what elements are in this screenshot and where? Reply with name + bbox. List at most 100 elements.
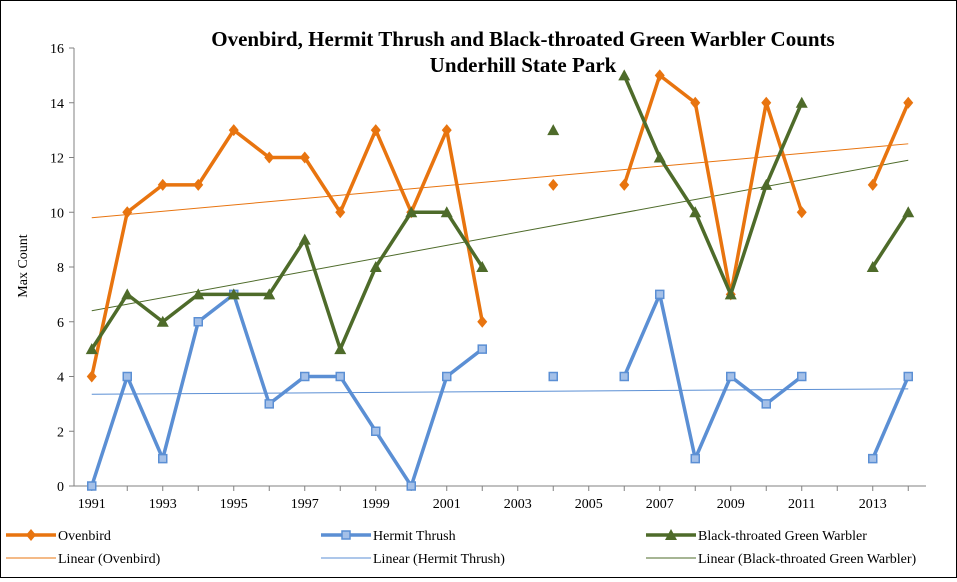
series-line [622, 74, 804, 297]
chart-title: Ovenbird, Hermit Thrush and Black-throat… [211, 27, 834, 51]
trendline [91, 388, 909, 395]
data-point [406, 481, 416, 491]
series-line [90, 128, 484, 377]
legend-label: Linear (Ovenbird) [58, 552, 161, 567]
y-axis-label: Max Count [16, 234, 31, 298]
data-point [263, 288, 276, 300]
data-point [341, 530, 351, 540]
x-tick-label: 2001 [433, 497, 461, 512]
y-tick-label: 4 [57, 371, 64, 386]
data-point [121, 288, 134, 300]
axes: 0 2 4 6 8 10 12 14 16 1991 1993 1995 1997 1999 2001 200… [50, 42, 926, 512]
data-point [122, 206, 133, 219]
series [85, 69, 915, 355]
data-point [548, 371, 558, 382]
y-tick-label: 10 [50, 206, 64, 221]
series-line [622, 292, 803, 461]
data-point [476, 261, 489, 272]
data-point [796, 206, 807, 219]
data-point [87, 481, 97, 491]
data-point [653, 151, 666, 163]
data-point [158, 453, 168, 464]
data-point [264, 399, 274, 409]
data-point [902, 206, 915, 218]
trendlines [91, 143, 909, 395]
data-point [760, 178, 773, 190]
data-point [335, 371, 345, 382]
data-point [477, 344, 487, 354]
series-line [90, 210, 484, 351]
series-line [871, 102, 910, 186]
data-point [795, 96, 808, 108]
x-tick-label: 2011 [788, 497, 815, 512]
data-point [477, 315, 488, 328]
data-point [654, 69, 665, 82]
data-point [26, 529, 36, 541]
y-tick-label: 8 [57, 261, 64, 276]
data-point [405, 206, 418, 218]
data-point [761, 96, 772, 109]
y-tick-label: 12 [50, 152, 64, 167]
data-point [193, 317, 203, 327]
data-point [690, 453, 700, 464]
data-point [665, 529, 677, 540]
x-tick-label: 2005 [575, 497, 603, 512]
y-tick-label: 14 [50, 97, 64, 112]
data-point [228, 124, 239, 137]
data-point [868, 453, 878, 464]
series-line [871, 211, 910, 268]
data-point [156, 315, 169, 327]
x-tick-label: 1995 [220, 497, 248, 512]
data-point [440, 206, 453, 218]
data-point [300, 371, 310, 382]
x-tick-label: 2013 [859, 497, 887, 512]
series-line [622, 73, 804, 297]
data-point [334, 343, 347, 355]
data-point [903, 371, 913, 382]
data-point [193, 178, 204, 191]
data-point [227, 288, 240, 300]
legend-label: Ovenbird [58, 529, 111, 544]
x-tick-label: 1991 [78, 497, 106, 512]
series [86, 69, 914, 383]
data-point [761, 399, 771, 409]
data-point [903, 96, 914, 109]
data-point [298, 233, 311, 245]
data-point [299, 151, 310, 164]
data-point [441, 124, 452, 137]
series-line [871, 375, 910, 460]
chart-subtitle: Underhill State Park [430, 53, 617, 77]
data-point [547, 124, 560, 136]
data-point [370, 124, 381, 137]
data-point [726, 371, 736, 382]
y-tick-label: 16 [50, 42, 64, 57]
legend-label: Black-throated Green Warbler [698, 529, 867, 544]
data-point [866, 261, 879, 272]
series [87, 289, 913, 491]
data-point [689, 206, 702, 218]
data-point [371, 426, 381, 436]
legend-label: Hermit Thrush [373, 529, 456, 544]
data-point [548, 178, 559, 191]
series-group [85, 69, 915, 491]
x-tick-label: 1997 [291, 497, 319, 512]
y-tick-label: 0 [57, 480, 64, 495]
data-point [369, 261, 382, 272]
data-point [264, 151, 275, 164]
data-point [618, 69, 631, 81]
y-tick-label: 2 [57, 425, 64, 440]
data-point [797, 371, 807, 382]
y-tick-label: 6 [57, 316, 64, 331]
data-point [157, 178, 168, 191]
data-point [619, 178, 630, 191]
legend-label: Linear (Hermit Thrush) [373, 552, 505, 567]
series-line [90, 292, 484, 488]
data-point [85, 343, 98, 355]
trendline [91, 159, 909, 312]
data-point [442, 371, 452, 382]
data-point [867, 178, 878, 191]
x-tick-label: 2009 [717, 497, 745, 512]
trendline [91, 143, 909, 219]
data-point [690, 96, 701, 109]
